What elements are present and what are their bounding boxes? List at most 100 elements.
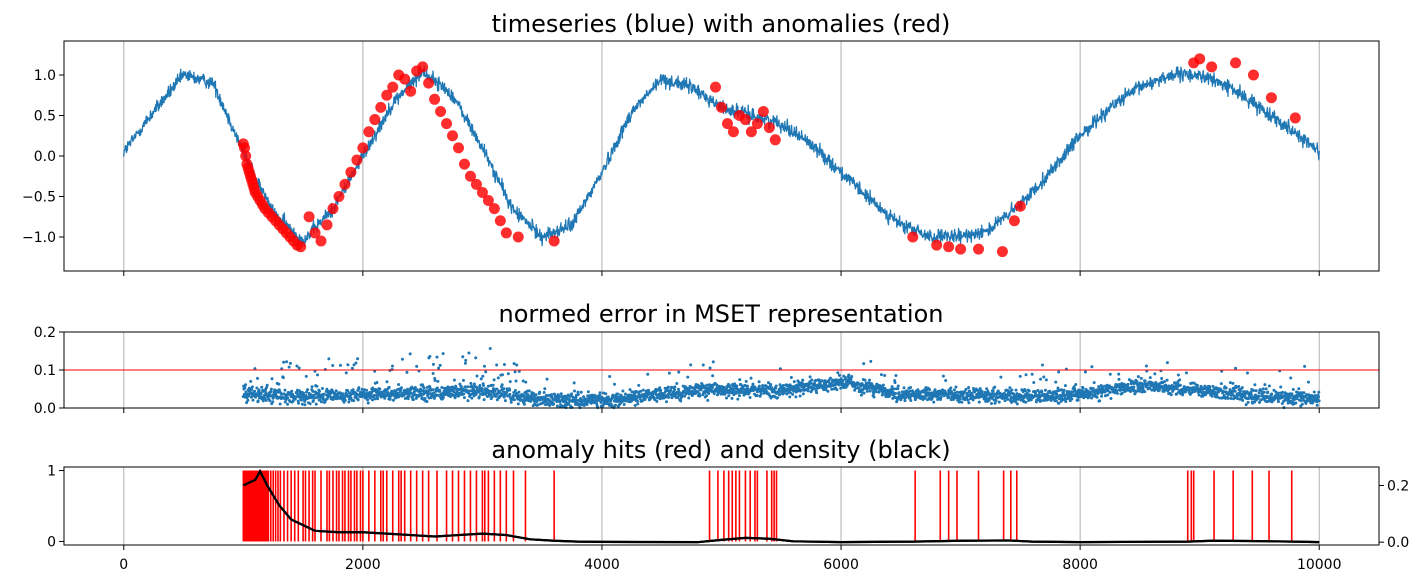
error-point (1091, 386, 1095, 390)
error-point (1249, 390, 1253, 394)
error-point (683, 394, 687, 398)
error-point (1120, 388, 1124, 392)
error-point (1197, 393, 1201, 397)
error-point (1211, 384, 1215, 388)
error-point (963, 389, 967, 393)
error-point (722, 385, 726, 389)
error-point (265, 383, 269, 387)
error-point (466, 385, 470, 389)
error-point (847, 373, 851, 377)
y2-tick-label: 0.0 (1387, 535, 1409, 551)
error-point (1215, 395, 1219, 399)
y-tick-label: 0.0 (34, 401, 56, 417)
error-point (941, 374, 945, 378)
error-point (1056, 386, 1060, 390)
error-point (437, 366, 441, 370)
error-point (670, 385, 674, 389)
error-point (1228, 388, 1232, 392)
error-point (331, 398, 335, 402)
error-point (1297, 387, 1301, 391)
error-point (463, 361, 467, 365)
error-point (309, 393, 313, 397)
error-point (438, 363, 442, 367)
error-point (609, 399, 613, 403)
error-point (1008, 386, 1012, 390)
error-point (993, 401, 997, 405)
error-point (467, 351, 471, 355)
error-point (710, 386, 714, 390)
x-tick-label: 8000 (1062, 557, 1098, 573)
anomaly-point (399, 73, 411, 85)
error-point (1277, 391, 1281, 395)
error-point (383, 396, 387, 400)
error-point (543, 387, 547, 391)
error-point (522, 395, 526, 399)
error-point (1100, 394, 1104, 398)
error-point (971, 398, 975, 402)
error-point (486, 384, 490, 388)
error-point (399, 388, 403, 392)
error-point (940, 388, 944, 392)
error-point (909, 398, 913, 402)
anomaly-point (303, 211, 315, 223)
error-point (603, 402, 607, 406)
anomaly-point (327, 203, 339, 215)
error-point (265, 386, 269, 390)
error-point (1041, 363, 1044, 367)
error-point (1210, 394, 1214, 398)
error-point (464, 358, 468, 362)
error-point (1261, 387, 1265, 391)
error-point (299, 398, 303, 402)
error-point (297, 366, 301, 370)
error-point (826, 389, 830, 393)
anomaly-point (476, 186, 488, 198)
error-point (727, 394, 731, 398)
error-point (378, 387, 382, 391)
error-point (586, 390, 590, 394)
error-point (542, 396, 546, 400)
error-point (908, 385, 912, 389)
error-point (477, 390, 481, 394)
error-point (283, 388, 287, 392)
error-point (732, 393, 736, 397)
error-point (1117, 372, 1121, 376)
error-point (705, 394, 708, 398)
error-point (743, 384, 747, 388)
anomaly-point (295, 241, 307, 253)
anomaly-point (955, 243, 967, 255)
anomaly-point (745, 126, 757, 138)
error-point (939, 395, 943, 399)
error-point (1160, 377, 1164, 381)
error-point (1237, 385, 1241, 389)
error-point (1231, 381, 1235, 385)
error-point (550, 393, 554, 397)
error-point (488, 347, 492, 350)
error-point (315, 384, 319, 388)
error-point (830, 387, 834, 391)
error-point (502, 363, 506, 367)
error-point (1089, 386, 1093, 390)
error-point (479, 377, 483, 381)
error-point (415, 364, 419, 368)
error-point (664, 400, 668, 404)
error-point (615, 395, 619, 399)
error-point (297, 401, 301, 405)
density-line (242, 468, 1320, 544)
error-point (997, 400, 1001, 404)
error-point (435, 386, 439, 390)
error-point (501, 373, 504, 377)
error-point (738, 378, 742, 382)
error-point (706, 398, 710, 402)
error-point (482, 364, 486, 368)
error-point (814, 379, 818, 383)
error-point (1257, 391, 1261, 395)
error-point (1173, 381, 1177, 385)
error-point (757, 384, 761, 388)
error-point (766, 381, 770, 385)
error-point (1229, 396, 1233, 400)
error-point (1291, 388, 1295, 392)
error-point (761, 385, 765, 389)
error-point (966, 398, 970, 402)
error-point (841, 378, 845, 382)
error-point (264, 398, 268, 402)
